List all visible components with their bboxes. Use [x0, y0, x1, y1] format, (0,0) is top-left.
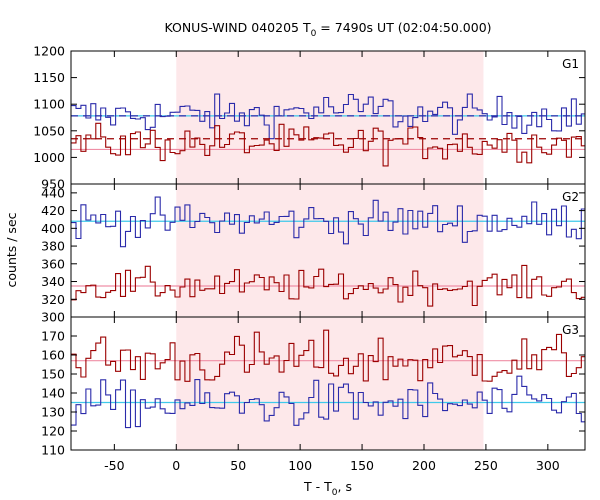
- series-g3-blue: [71, 375, 585, 429]
- y-tick-label: 950: [41, 177, 65, 192]
- y-axis-label: counts / sec: [4, 212, 19, 287]
- panel-g1: 950 1000 1050 1100 1150 1200 G1: [33, 44, 586, 192]
- y-tick-label: 320: [41, 292, 65, 307]
- y-tick-label: 150: [41, 367, 65, 382]
- panel-label: G1: [562, 57, 579, 71]
- chart-title: KONUS-WIND 040205 T0 = 7490s UT (02:04:5…: [164, 20, 491, 39]
- y-tick-label: 120: [41, 424, 65, 439]
- y-tick-label: 1100: [33, 97, 65, 112]
- y-tick-label: 110: [41, 443, 65, 458]
- panel-frame: [70, 316, 586, 451]
- y-tick-label: 1050: [33, 123, 65, 138]
- y-tick-label: 130: [41, 405, 65, 420]
- y-tick-label: 170: [41, 329, 65, 344]
- panel-label: G2: [562, 190, 579, 204]
- y-tick-label: 1150: [33, 70, 65, 85]
- series-g2-red: [71, 264, 585, 307]
- y-tick-label: 360: [41, 256, 65, 271]
- series-g1-red: [71, 122, 585, 167]
- y-tick-label: 160: [41, 348, 65, 363]
- y-tick-label: 340: [41, 274, 65, 289]
- x-tick-label: 300: [536, 458, 560, 473]
- panel-g3: 110 120 130 140 150 160 170 G3: [41, 316, 586, 458]
- panel-g2: 300 320 340 360 380 400 420 440 G2: [41, 183, 586, 325]
- y-tick-label: 1200: [33, 44, 65, 59]
- x-tick-label: 0: [172, 458, 180, 473]
- y-tick-label: 380: [41, 239, 65, 254]
- x-tick-label: 150: [350, 458, 374, 473]
- x-axis-label: T - T0, s: [303, 479, 352, 498]
- y-tick-label: 440: [41, 185, 65, 200]
- x-tick-label: 250: [474, 458, 498, 473]
- series-g1-blue: [71, 93, 585, 140]
- y-tick-label: 420: [41, 203, 65, 218]
- x-tick-label: 50: [230, 458, 246, 473]
- panel-label: G3: [562, 323, 579, 337]
- y-tick-label: 1000: [33, 150, 65, 165]
- x-tick-label: 100: [288, 458, 312, 473]
- x-tick-label: 200: [412, 458, 436, 473]
- x-tick-label: -50: [104, 458, 124, 473]
- y-tick-label: 300: [41, 310, 65, 325]
- y-tick-label: 140: [41, 386, 65, 401]
- series-g2-blue: [71, 196, 585, 248]
- y-tick-label: 400: [41, 221, 65, 236]
- series-g3-red: [71, 329, 585, 382]
